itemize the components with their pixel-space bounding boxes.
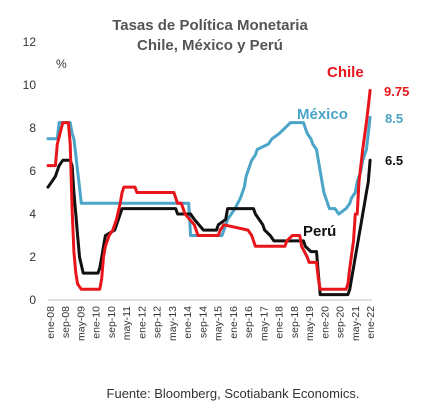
x-tick-label: sep-12	[152, 306, 164, 338]
series-line-peru	[46, 158, 372, 297]
x-tick-label: ene-14	[182, 306, 194, 339]
series-line-chile	[46, 88, 372, 291]
y-tick-label: 12	[23, 35, 37, 49]
end-label-peru: 6.5	[385, 153, 403, 168]
x-tick-label: may-19	[304, 306, 316, 341]
x-tick-label: ene-18	[274, 306, 286, 339]
source-note: Fuente: Bloomberg, Scotiabank Economics.	[107, 386, 360, 401]
x-tick-label: sep-18	[289, 306, 301, 338]
chart-title-line1: Tasas de Política Monetaria	[112, 17, 308, 34]
x-tick-label: sep-08	[60, 306, 72, 338]
chart-title-line2: Chile, México y Perú	[137, 37, 283, 54]
x-tick-label: ene-08	[45, 306, 57, 339]
end-label-mexico: 8.5	[385, 111, 403, 126]
x-tick-label: sep-16	[243, 306, 255, 338]
y-tick-label: 4	[29, 207, 36, 221]
x-tick-label: ene-10	[91, 306, 103, 339]
y-axis: 0 2 4 6 8 10 12	[23, 35, 372, 307]
y-unit-label: %	[56, 57, 67, 71]
x-tick-label: sep-20	[335, 306, 347, 338]
series-label-chile: Chile	[327, 64, 364, 81]
x-tick-label: may-11	[121, 306, 133, 340]
y-tick-label: 10	[23, 78, 37, 92]
end-label-chile: 9.75	[384, 84, 409, 99]
series-label-mexico: México	[297, 106, 348, 123]
x-tick-label: may-17	[258, 306, 270, 341]
x-tick-label: may-21	[350, 306, 362, 341]
series-line-mexico	[46, 115, 372, 237]
x-tick-label: ene-12	[136, 306, 148, 339]
x-tick-label: ene-22	[365, 306, 377, 339]
series-lines	[46, 88, 372, 297]
x-axis: ene-08 sep-08 may-09 ene-10 sep-10 may-11 ene-…	[45, 306, 377, 341]
y-tick-label: 8	[29, 121, 36, 135]
x-tick-label: ene-20	[319, 306, 331, 339]
y-tick-label: 0	[29, 293, 36, 307]
series-label-peru: Perú	[303, 223, 336, 240]
y-tick-label: 6	[29, 164, 36, 178]
x-tick-label: may-09	[76, 306, 88, 341]
x-tick-label: sep-10	[106, 306, 118, 338]
x-tick-label: sep-14	[197, 306, 209, 338]
y-tick-label: 2	[29, 250, 36, 264]
x-tick-label: ene-16	[228, 306, 240, 339]
x-tick-label: may-13	[167, 306, 179, 341]
x-tick-label: may-15	[213, 306, 225, 341]
